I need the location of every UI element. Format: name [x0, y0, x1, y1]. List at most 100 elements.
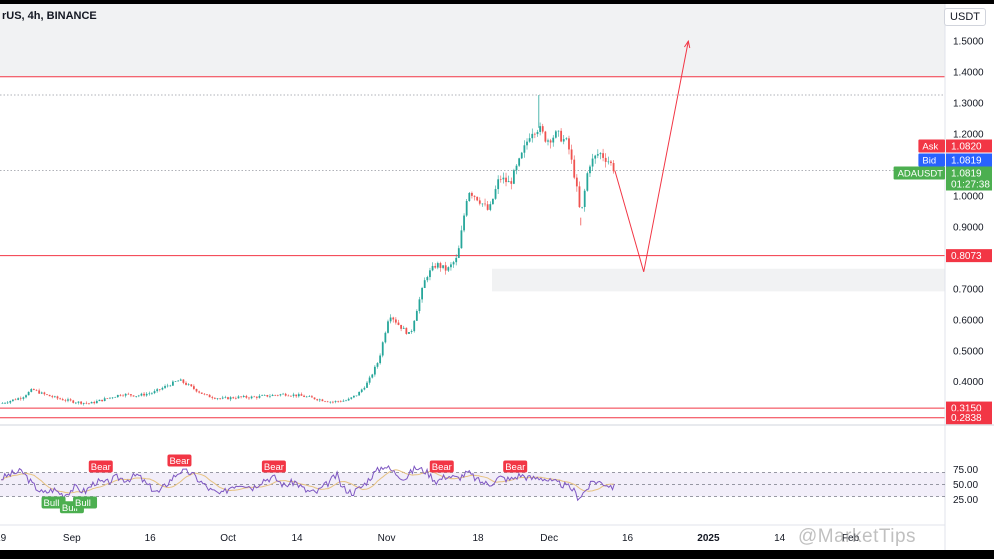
candle-body — [229, 397, 232, 400]
candle-body — [352, 395, 355, 398]
candle-body — [442, 265, 444, 268]
candle-body — [502, 177, 505, 180]
candles — [1, 95, 615, 406]
candle-body — [213, 397, 216, 399]
candle-body — [153, 391, 156, 394]
candle-body — [67, 399, 69, 401]
candle-body — [119, 394, 122, 396]
candle-body — [25, 395, 27, 398]
candle-body — [9, 400, 12, 403]
last-tag-bg — [893, 166, 945, 180]
candle-body — [499, 179, 502, 180]
candle-body — [64, 400, 67, 401]
x-tick-label: 14 — [291, 533, 303, 544]
candle-body — [497, 179, 500, 190]
signal-label-0: Bear — [91, 462, 111, 473]
candle-body — [27, 391, 30, 396]
candle-body — [486, 204, 489, 210]
candle-body — [12, 399, 14, 401]
candle-body — [334, 401, 337, 402]
x-tick-label: Oct — [220, 533, 236, 544]
candle-body — [345, 400, 347, 402]
candle-body — [510, 181, 513, 184]
candle-body — [431, 265, 434, 271]
candle-body — [536, 131, 539, 135]
candle-body — [457, 248, 460, 258]
candle-body — [544, 131, 547, 142]
candle-body — [552, 137, 555, 143]
candle-body — [568, 138, 570, 150]
candle-body — [132, 395, 135, 397]
x-tick-label: 16 — [145, 533, 157, 544]
candle-body — [484, 203, 486, 205]
currency-button[interactable]: USDT — [944, 8, 986, 26]
candle-body — [300, 394, 303, 396]
candle-body — [512, 170, 515, 184]
candle-body — [465, 200, 468, 216]
rsi-tick-label: 50.00 — [953, 480, 978, 491]
last-tag: ADAUSDT — [898, 169, 944, 180]
candle-body — [287, 395, 290, 397]
candle-body — [303, 395, 305, 397]
chart-title: rUS, 4h, BINANCE — [2, 10, 97, 22]
candle-body — [573, 159, 576, 178]
candle-body — [531, 133, 534, 139]
candle-body — [478, 200, 481, 204]
candle-body — [93, 402, 96, 404]
candle-body — [436, 263, 439, 268]
y-tick-label: 0.7000 — [953, 284, 984, 295]
x-tick-label: 16 — [622, 533, 634, 544]
candle-body — [342, 400, 345, 402]
candle-body — [447, 267, 450, 271]
candle-body — [258, 395, 261, 398]
candle-body — [22, 397, 25, 399]
candle-body — [140, 393, 143, 396]
candle-body — [240, 396, 243, 398]
candle-body — [88, 403, 90, 404]
candle-body — [261, 395, 263, 396]
candle-body — [311, 396, 313, 398]
bid-tag: Bid — [922, 156, 936, 167]
bid-value-bg — [946, 153, 992, 167]
candle-body — [172, 381, 174, 386]
candle-body — [179, 379, 182, 381]
candle-body — [554, 131, 557, 138]
candle-body — [418, 299, 421, 311]
candle-body — [321, 399, 324, 402]
candle-body — [326, 401, 329, 403]
candle-body — [381, 342, 384, 356]
candle-body — [114, 397, 117, 398]
candle-body — [232, 397, 235, 399]
candle-body — [284, 393, 287, 396]
candle-body — [607, 161, 610, 163]
signal-label-4: Bear — [505, 462, 525, 473]
candle-body — [533, 133, 536, 135]
candle-body — [329, 401, 332, 403]
candle-body — [103, 398, 106, 402]
y-tick-label: 1.0000 — [953, 191, 984, 202]
candle-body — [35, 389, 38, 391]
projection-path[interactable] — [614, 41, 689, 272]
candle-body — [355, 395, 358, 397]
candle-body — [109, 397, 111, 399]
chart-area[interactable]: 1.50001.40001.30001.20001.10001.00000.90… — [0, 4, 994, 550]
candle-body — [384, 332, 387, 343]
candle-body — [591, 158, 594, 167]
candle-body — [387, 321, 389, 333]
candle-body — [426, 277, 429, 281]
signal-label-7: Bull — [75, 498, 91, 509]
candle-body — [234, 398, 237, 399]
signal-bg-3 — [429, 460, 454, 473]
candle-body — [452, 262, 455, 265]
last-countdown: 01:27:38 — [951, 180, 990, 191]
signal-bg-7 — [73, 496, 98, 509]
candle-body — [481, 203, 484, 205]
chart-svg[interactable]: 1.50001.40001.30001.20001.10001.00000.90… — [0, 4, 994, 550]
candle-body — [1, 403, 4, 404]
level-label-1: 0.8073 — [951, 251, 982, 262]
watermark: @MarketTips — [798, 526, 917, 547]
candle-body — [274, 394, 277, 396]
candle-body — [295, 394, 298, 397]
candle-body — [61, 399, 64, 401]
candle-body — [145, 393, 148, 396]
